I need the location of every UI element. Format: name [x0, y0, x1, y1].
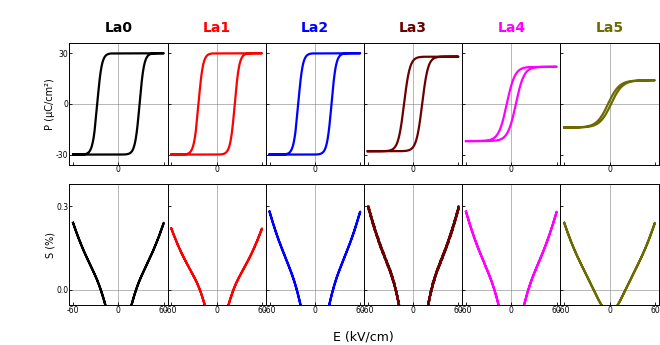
Y-axis label: P (μC/cm²): P (μC/cm²)	[45, 78, 55, 130]
Text: La2: La2	[301, 20, 329, 34]
Y-axis label: S (%): S (%)	[45, 231, 55, 257]
Text: La4: La4	[497, 20, 525, 34]
Text: La3: La3	[399, 20, 427, 34]
Text: E (kV/cm): E (kV/cm)	[333, 330, 393, 343]
Text: La1: La1	[203, 20, 231, 34]
Text: La5: La5	[595, 20, 624, 34]
Text: La0: La0	[104, 20, 133, 34]
